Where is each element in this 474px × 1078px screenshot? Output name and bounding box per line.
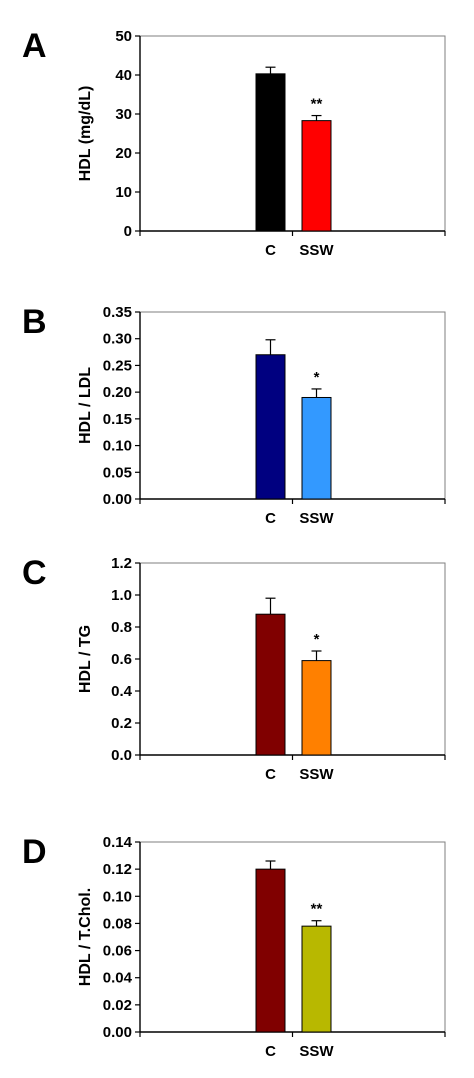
bar-ssw <box>301 120 332 232</box>
x-category-label: C <box>265 242 276 259</box>
y-axis-label: HDL / TG <box>77 625 94 693</box>
y-tick-label: 0.25 <box>103 357 132 374</box>
plot-frame <box>139 562 446 756</box>
y-tick-label: 0.14 <box>103 834 133 851</box>
bar-ssw <box>301 925 332 1033</box>
y-axis-label: HDL (mg/dL) <box>77 86 94 182</box>
bar-ssw <box>301 660 332 756</box>
y-tick-label: 20 <box>115 145 132 162</box>
y-tick-label: 0.02 <box>103 997 132 1014</box>
bar-c <box>255 613 286 756</box>
x-category-label: SSW <box>299 766 334 783</box>
bar-ssw <box>301 396 332 500</box>
bar-c <box>255 354 286 500</box>
x-category-label: SSW <box>299 510 334 527</box>
panel-letter: A <box>22 27 47 65</box>
plot-frame <box>139 311 446 500</box>
chart-panel-b: B 0.00 0.05 0.10 0.15 0.20 0.25 0.30 0.35 HDL / L… <box>22 303 446 527</box>
chart-panel-d: D 0.00 0.02 0.04 0.06 0.08 0.10 0.12 0.14 HDL / T… <box>22 833 446 1060</box>
x-category-label: C <box>265 1043 276 1060</box>
y-tick-label: 0.10 <box>103 888 132 905</box>
y-tick-label: 30 <box>115 106 132 123</box>
y-tick-label: 0.4 <box>111 683 133 700</box>
significance-marker: ** <box>311 96 323 113</box>
y-tick-label: 10 <box>115 184 132 201</box>
y-tick-label: 0.04 <box>103 970 133 987</box>
y-tick-label: 0.00 <box>103 491 132 508</box>
y-tick-label: 0.12 <box>103 861 132 878</box>
y-tick-label: 1.2 <box>111 555 132 572</box>
y-tick-label: 0.30 <box>103 331 132 348</box>
panel-letter: C <box>22 554 47 592</box>
y-tick-label: 50 <box>115 28 132 45</box>
significance-marker: * <box>314 631 320 648</box>
y-tick-label: 0.20 <box>103 384 132 401</box>
y-tick-label: 0.6 <box>111 651 132 668</box>
x-category-label: C <box>265 766 276 783</box>
significance-marker: * <box>314 369 320 386</box>
chart-panel-a: A 0 10 20 30 40 50 HDL (mg/dL) C ** SSW <box>22 27 446 259</box>
x-category-label: C <box>265 510 276 527</box>
chart-panel-c: C 0.0 0.2 0.4 0.6 0.8 1.0 1.2 HDL / TG C * SSW <box>22 554 446 783</box>
significance-marker: ** <box>311 901 323 918</box>
y-tick-label: 0.2 <box>111 715 132 732</box>
x-category-label: SSW <box>299 242 334 259</box>
x-category-label: SSW <box>299 1043 334 1060</box>
y-tick-label: 0.35 <box>103 304 132 321</box>
bar-c <box>255 73 286 232</box>
y-tick-label: 0.15 <box>103 411 132 428</box>
y-tick-label: 0.00 <box>103 1024 132 1041</box>
y-tick-label: 0.06 <box>103 943 132 960</box>
y-axis-label: HDL / LDL <box>77 367 94 444</box>
y-tick-label: 1.0 <box>111 587 132 604</box>
panel-letter: B <box>22 303 47 341</box>
y-axis-label: HDL / T.Chol. <box>77 888 94 986</box>
bar-c <box>255 868 286 1033</box>
y-tick-label: 0.08 <box>103 915 132 932</box>
y-tick-label: 0.10 <box>103 438 132 455</box>
y-tick-label: 0.8 <box>111 619 132 636</box>
plot-frame <box>139 841 446 1033</box>
panel-letter: D <box>22 833 47 871</box>
plot-frame <box>139 35 446 232</box>
y-tick-label: 0 <box>124 223 132 240</box>
y-tick-label: 0.05 <box>103 464 132 481</box>
y-tick-label: 40 <box>115 67 132 84</box>
y-tick-label: 0.0 <box>111 747 132 764</box>
